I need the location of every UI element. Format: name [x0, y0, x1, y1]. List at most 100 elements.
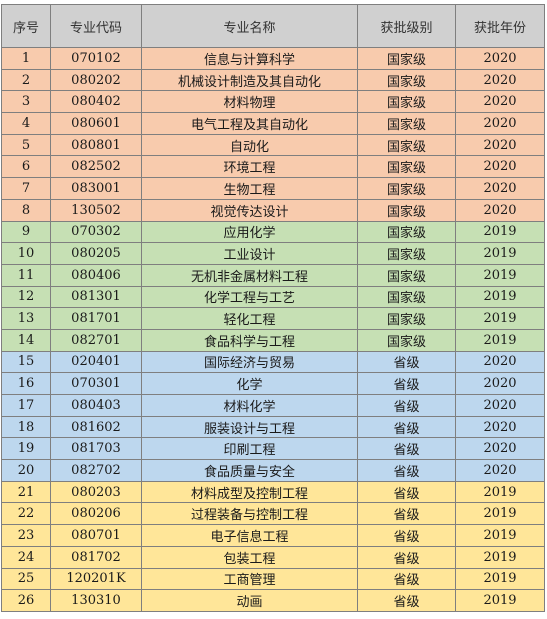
cell-serial-number: 6: [1, 155, 51, 179]
cell-approval-level: 国家级: [357, 198, 456, 222]
cell-major-code: 080203: [50, 480, 142, 504]
cell-approval-year: 2019: [455, 220, 545, 244]
cell-approval-year: 2020: [455, 198, 545, 222]
cell-major-code: 120201K: [50, 567, 142, 591]
cell-major-name: 动画: [141, 589, 358, 612]
cell-approval-level: 省级: [357, 589, 456, 612]
cell-serial-number: 20: [1, 459, 51, 482]
cell-approval-year: 2019: [455, 567, 545, 591]
cell-major-code: 082701: [50, 328, 142, 352]
cell-major-name: 无机非金属材料工程: [141, 263, 358, 287]
cell-approval-level: 国家级: [357, 307, 456, 330]
table-row: 9 070302 应用化学 国家级 2019: [1, 220, 545, 244]
table-row: 4 080601 电气工程及其自动化 国家级 2020: [1, 112, 545, 135]
cell-major-name: 化学: [141, 372, 358, 395]
cell-approval-level: 省级: [357, 372, 456, 395]
cell-serial-number: 1: [1, 47, 51, 70]
cell-major-name: 印刷工程: [141, 437, 358, 461]
cell-serial-number: 3: [1, 90, 51, 114]
table-row: 14 082701 食品科学与工程 国家级 2019: [1, 328, 545, 352]
cell-approval-level: 国家级: [357, 112, 456, 135]
cell-major-code: 080701: [50, 524, 142, 547]
cell-approval-level: 省级: [357, 459, 456, 482]
cell-approval-level: 省级: [357, 350, 456, 374]
cell-approval-level: 国家级: [357, 285, 456, 309]
cell-approval-year: 2020: [455, 155, 545, 179]
cell-serial-number: 22: [1, 502, 51, 526]
table-row: 19 081703 印刷工程 省级 2020: [1, 437, 545, 461]
cell-major-name: 自动化: [141, 133, 358, 157]
cell-approval-level: 国家级: [357, 177, 456, 200]
cell-serial-number: 25: [1, 567, 51, 591]
cell-approval-year: 2020: [455, 112, 545, 135]
cell-approval-year: 2020: [455, 459, 545, 482]
cell-major-name: 过程装备与控制工程: [141, 502, 358, 526]
cell-major-code: 070102: [50, 47, 142, 70]
cell-approval-year: 2019: [455, 524, 545, 547]
cell-approval-year: 2019: [455, 285, 545, 309]
table-row: 25 120201K 工商管理 省级 2019: [1, 567, 545, 591]
cell-major-name: 应用化学: [141, 220, 358, 244]
cell-major-code: 070302: [50, 220, 142, 244]
cell-approval-level: 国家级: [357, 90, 456, 114]
cell-major-name: 食品质量与安全: [141, 459, 358, 482]
cell-approval-year: 2019: [455, 480, 545, 504]
cell-major-code: 130502: [50, 198, 142, 222]
table-row: 23 080701 电子信息工程 省级 2019: [1, 524, 545, 547]
cell-approval-year: 2019: [455, 545, 545, 569]
cell-approval-year: 2020: [455, 177, 545, 200]
cell-major-code: 080202: [50, 68, 142, 92]
cell-major-name: 电气工程及其自动化: [141, 112, 358, 135]
cell-major-code: 070301: [50, 372, 142, 395]
cell-serial-number: 18: [1, 415, 51, 439]
cell-serial-number: 5: [1, 133, 51, 157]
cell-major-code: 080403: [50, 394, 142, 417]
cell-major-name: 材料成型及控制工程: [141, 480, 358, 504]
cell-major-name: 食品科学与工程: [141, 328, 358, 352]
table-row: 16 070301 化学 省级 2020: [1, 372, 545, 395]
cell-serial-number: 7: [1, 177, 51, 200]
cell-approval-year: 2020: [455, 437, 545, 461]
header-serial-number: 序号: [1, 4, 51, 48]
cell-approval-year: 2019: [455, 502, 545, 526]
cell-major-code: 080206: [50, 502, 142, 526]
cell-serial-number: 2: [1, 68, 51, 92]
cell-serial-number: 9: [1, 220, 51, 244]
table-row: 8 130502 视觉传达设计 国家级 2020: [1, 198, 545, 222]
cell-major-name: 信息与计算科学: [141, 47, 358, 70]
table-row: 10 080205 工业设计 国家级 2019: [1, 242, 545, 265]
cell-approval-level: 国家级: [357, 242, 456, 265]
cell-major-code: 081703: [50, 437, 142, 461]
header-major-name: 专业名称: [141, 4, 358, 48]
majors-table-container: 序号 专业代码 专业名称 获批级别 获批年份 1 070102 信息与计算科学 国家级…: [1, 4, 545, 612]
cell-serial-number: 19: [1, 437, 51, 461]
cell-major-code: 082502: [50, 155, 142, 179]
cell-major-name: 视觉传达设计: [141, 198, 358, 222]
cell-major-code: 081602: [50, 415, 142, 439]
cell-serial-number: 10: [1, 242, 51, 265]
cell-serial-number: 17: [1, 394, 51, 417]
cell-serial-number: 13: [1, 307, 51, 330]
cell-major-code: 080801: [50, 133, 142, 157]
cell-approval-year: 2019: [455, 242, 545, 265]
cell-approval-level: 省级: [357, 524, 456, 547]
cell-serial-number: 11: [1, 263, 51, 287]
table-row: 22 080206 过程装备与控制工程 省级 2019: [1, 502, 545, 526]
table-row: 1 070102 信息与计算科学 国家级 2020: [1, 47, 545, 70]
cell-approval-level: 省级: [357, 502, 456, 526]
cell-serial-number: 23: [1, 524, 51, 547]
cell-approval-year: 2020: [455, 415, 545, 439]
cell-major-name: 轻化工程: [141, 307, 358, 330]
table-row: 17 080403 材料化学 省级 2020: [1, 394, 545, 417]
cell-major-name: 服装设计与工程: [141, 415, 358, 439]
cell-serial-number: 26: [1, 589, 51, 612]
cell-major-code: 081701: [50, 307, 142, 330]
table-row: 20 082702 食品质量与安全 省级 2020: [1, 459, 545, 482]
header-major-code: 专业代码: [50, 4, 142, 48]
header-approval-level: 获批级别: [357, 4, 456, 48]
cell-major-code: 081301: [50, 285, 142, 309]
cell-approval-level: 省级: [357, 394, 456, 417]
cell-approval-level: 国家级: [357, 263, 456, 287]
table-body: 1 070102 信息与计算科学 国家级 2020 2 080202 机械设计制造及其自动化国…: [1, 47, 545, 612]
table-row: 12 081301 化学工程与工艺 国家级 2019: [1, 285, 545, 309]
